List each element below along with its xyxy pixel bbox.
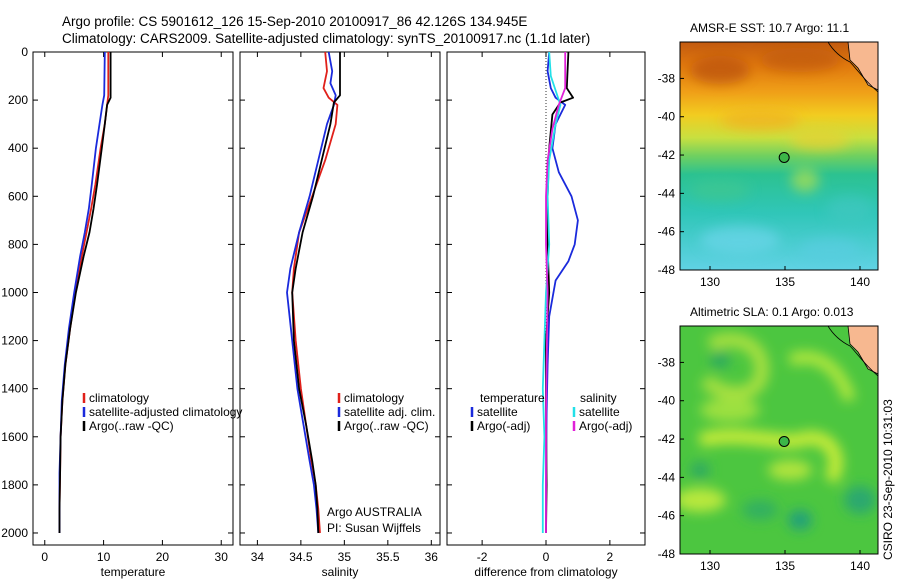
depth-tick-label: 1600 <box>1 430 28 444</box>
temperature-xtick-label: 0 <box>41 550 48 564</box>
sst-map-ytick-label: -46 <box>658 225 676 239</box>
sst-land <box>847 42 878 91</box>
sst-map-axes: 130 135 140 -38 -40 -42 -44 -46 -48 <box>658 71 871 289</box>
legend-entry: satellite <box>579 405 620 419</box>
sla-map-frame <box>679 325 879 555</box>
sst-map-ytick-label: -48 <box>658 263 676 277</box>
temperature-series-1 <box>58 51 106 533</box>
depth-tick-label: 1200 <box>1 334 28 348</box>
depth-tick-label: 2000 <box>1 526 28 540</box>
pi-label: PI: Susan Wijffels <box>327 521 421 535</box>
salinity-xtick-label: 34.5 <box>289 550 313 564</box>
temperature-frame <box>32 51 234 546</box>
legend-salinity-title: salinity <box>580 391 617 405</box>
temperature-xlabel: temperature <box>101 565 166 579</box>
salinity-xtick-label: 35 <box>338 550 352 564</box>
timestamp-stamp: CSIRO 23-Sep-2010 10:31:03 <box>881 399 895 560</box>
sst-map-xtick-label: 140 <box>850 275 870 289</box>
legend-entry: satellite <box>477 405 518 419</box>
sla-texture <box>680 333 876 530</box>
legend-entry: Argo(-adj) <box>579 419 632 433</box>
difference-xtick-label: 2 <box>607 550 614 564</box>
temperature-series-0 <box>58 52 110 533</box>
sst-map-ytick-label: -40 <box>658 110 676 124</box>
sla-map-ytick-label: -44 <box>658 470 676 484</box>
legend-entry: Argo(..raw -QC) <box>89 419 174 433</box>
difference-series-3 <box>545 52 567 533</box>
depth-tick-label: 1400 <box>1 382 28 396</box>
sla-map-ytick-label: -46 <box>658 509 676 523</box>
salinity-xtick-label: 36 <box>425 550 439 564</box>
difference-xlabel: difference from climatology <box>474 565 617 579</box>
difference-series-1 <box>545 51 574 534</box>
sst-map-ytick-label: -42 <box>658 148 676 162</box>
sla-map-xtick-label: 135 <box>775 559 795 573</box>
figure-title-line1: Argo profile: CS 5901612_126 15-Sep-2010… <box>62 14 527 29</box>
legend-entry: climatology <box>344 391 404 405</box>
depth-tick-label: 1800 <box>1 478 28 492</box>
sla-map: Altimetric SLA: 0.1 Argo: 0.013 130 135 14… <box>658 305 879 573</box>
sla-map-xtick-label: 140 <box>850 559 870 573</box>
sla-map-title: Altimetric SLA: 0.1 Argo: 0.013 <box>690 305 854 319</box>
sst-coastline <box>827 42 878 93</box>
depth-tick-label: 1000 <box>1 285 28 299</box>
legend-entry: climatology <box>89 391 149 405</box>
salinity-series-2 <box>291 52 341 534</box>
sst-map-title: AMSR-E SST: 10.7 Argo: 11.1 <box>690 21 850 35</box>
sla-map-ytick-label: -48 <box>658 547 676 561</box>
depth-tick-label: 200 <box>8 93 28 107</box>
salinity-xtick-label: 34 <box>251 550 265 564</box>
sst-map-xtick-label: 135 <box>775 275 795 289</box>
salinity-series-1 <box>286 51 337 534</box>
depth-tick-label: 800 <box>8 237 28 251</box>
salinity-panel: 34 34.5 35 35.5 36 salinity climatologysatelli… <box>239 51 441 579</box>
difference-xtick-label: 0 <box>543 550 550 564</box>
temperature-series-2 <box>58 52 112 533</box>
sla-map-ytick-label: -42 <box>658 432 676 446</box>
sst-map-frame <box>679 41 879 271</box>
temperature-xtick-label: 10 <box>97 550 111 564</box>
sst-map-xtick-label: 130 <box>700 275 720 289</box>
sst-texture <box>690 48 874 262</box>
sla-map-ytick-label: -38 <box>658 355 676 369</box>
sla-map-axes: 130 135 140 -38 -40 -42 -44 -46 -48 <box>658 355 871 573</box>
sst-map-ytick-label: -44 <box>658 186 676 200</box>
salinity-xtick-label: 35.5 <box>376 550 400 564</box>
sla-coastline <box>827 326 878 377</box>
depth-tick-label: 0 <box>21 45 28 59</box>
legend-entry: satellite-adjusted climatology <box>89 405 242 419</box>
sst-argo-marker <box>778 151 790 163</box>
difference-xtick-label: -2 <box>477 550 488 564</box>
legend-entry: Argo(-adj) <box>477 419 530 433</box>
depth-tick-label: 600 <box>8 189 28 203</box>
sla-map-ytick-label: -40 <box>658 394 676 408</box>
depth-tick-label: 400 <box>8 141 28 155</box>
legend-entry: Argo(..raw -QC) <box>344 419 429 433</box>
sst-map-ytick-label: -38 <box>658 71 676 85</box>
salinity-xlabel: salinity <box>322 565 359 579</box>
temperature-xtick-label: 30 <box>215 550 229 564</box>
legend-entry: satellite adj. clim. <box>344 405 435 419</box>
sla-map-xtick-label: 130 <box>700 559 720 573</box>
sla-land <box>847 326 878 375</box>
sla-argo-marker <box>778 435 790 447</box>
salinity-frame <box>239 51 441 546</box>
sst-map: AMSR-E SST: 10.7 Argo: 11.1 130 135 140 -38… <box>658 21 879 289</box>
difference-series-2 <box>541 51 562 533</box>
temperature-xtick-label: 20 <box>156 550 170 564</box>
temperature-panel: 0 10 20 30 0 200 400 600 800 1000 1200 1400 1600 1800… <box>1 45 242 579</box>
legend-temperature-title: temperature <box>480 391 545 405</box>
figure-title-line2: Climatology: CARS2009. Satellite-adjuste… <box>62 31 590 46</box>
agency-label: Argo AUSTRALIA <box>327 505 422 519</box>
